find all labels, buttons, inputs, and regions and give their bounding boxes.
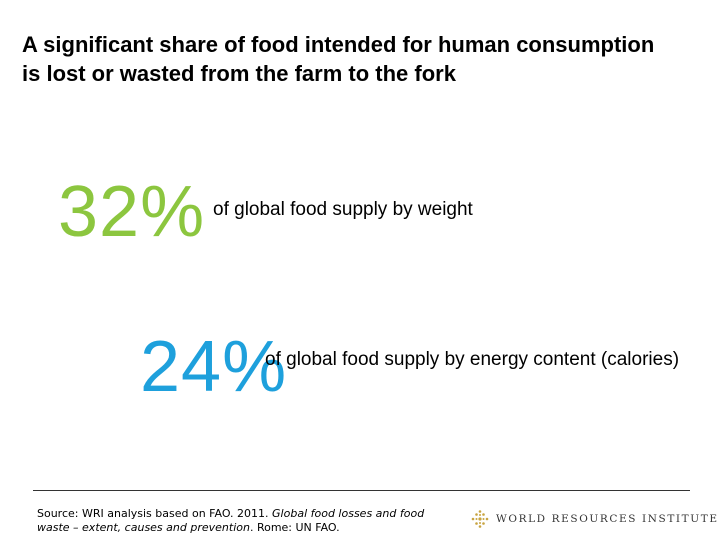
slide-title: A significant share of food intended for… [22, 30, 712, 88]
wri-logo-icon [471, 510, 489, 528]
wri-logo-text: WORLD RESOURCES INSTITUTE [496, 513, 719, 525]
stat-calories-description: of global food supply by energy content … [265, 349, 680, 370]
title-line-1: A significant share of food intended for… [22, 32, 655, 57]
source-citation: Source: WRI analysis based on FAO. 2011.… [37, 507, 457, 535]
source-prefix: Source: WRI analysis based on FAO. 2011. [37, 507, 273, 520]
wri-logo: WORLD RESOURCES INSTITUTE [470, 506, 717, 532]
stat-weight-percent: 32% [58, 172, 206, 252]
source-title: Global food losses and food waste – exte… [37, 507, 425, 534]
source-suffix: . Rome: UN FAO. [249, 521, 340, 534]
title-line-2: is lost or wasted from the farm to the f… [22, 61, 456, 86]
stat-weight-description: of global food supply by weight [213, 199, 473, 220]
footer-divider [33, 490, 690, 491]
stat-calories-percent: 24% [140, 327, 288, 407]
